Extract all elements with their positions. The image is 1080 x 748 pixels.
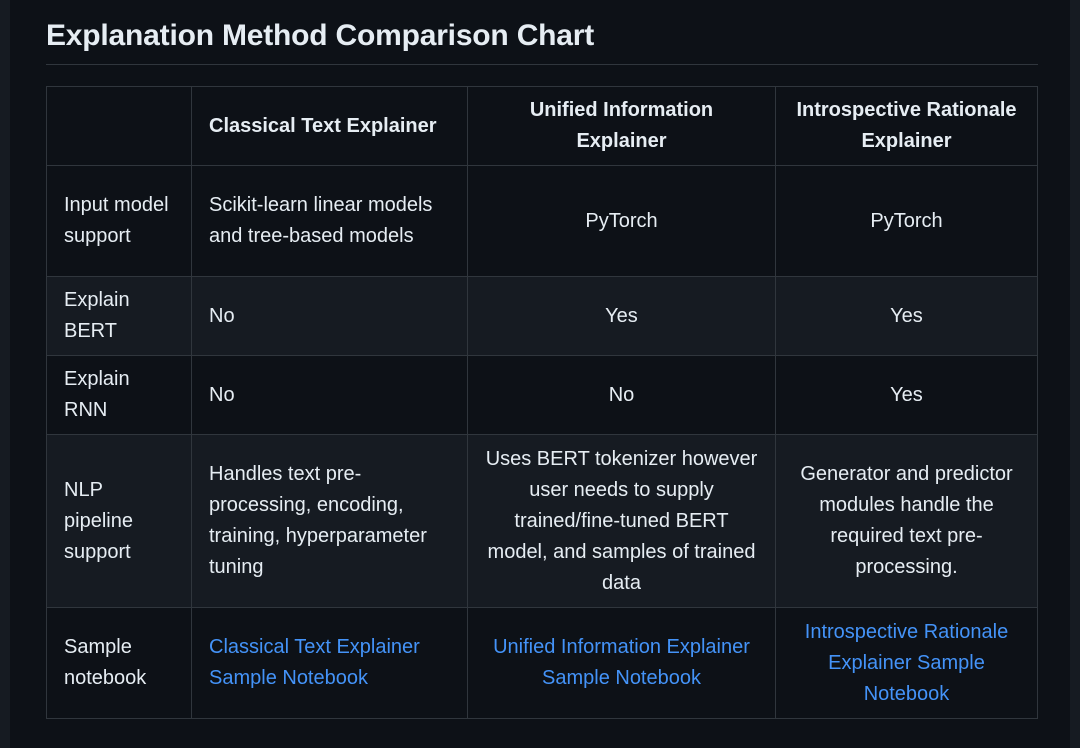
table-row: NLP pipeline support Handles text pre-pr… xyxy=(46,434,1038,608)
window-frame-right xyxy=(1070,0,1080,748)
page-title: Explanation Method Comparison Chart xyxy=(46,19,595,52)
table-cell: PyTorch xyxy=(467,165,776,277)
table-cell: No xyxy=(191,276,468,356)
table-row: Input model support Scikit-learn linear … xyxy=(46,165,1038,277)
title-divider xyxy=(46,64,1038,65)
row-label: NLP pipeline support xyxy=(46,434,192,608)
table-cell: Classical Text Explainer Sample Notebook xyxy=(191,607,468,719)
unified-notebook-link[interactable]: Unified Information Explainer Sample Not… xyxy=(493,636,750,689)
row-label: Explain BERT xyxy=(46,276,192,356)
window-frame-left xyxy=(0,0,10,748)
table-cell: Yes xyxy=(775,276,1038,356)
header-cell-unified: Unified Information Explainer xyxy=(467,86,776,166)
comparison-table: Classical Text Explainer Unified Informa… xyxy=(46,86,1038,719)
header-cell-empty xyxy=(46,86,192,166)
table-cell: Uses BERT tokenizer however user needs t… xyxy=(467,434,776,608)
table-row: Explain BERT No Yes Yes xyxy=(46,276,1038,356)
table-cell: No xyxy=(467,355,776,435)
header-cell-introspective: Introspective Rationale Explainer xyxy=(775,86,1038,166)
table-header-row: Classical Text Explainer Unified Informa… xyxy=(46,86,1038,166)
row-label: Input model support xyxy=(46,165,192,277)
table-cell: PyTorch xyxy=(775,165,1038,277)
table-cell: Handles text pre-processing, encoding, t… xyxy=(191,434,468,608)
classical-notebook-link[interactable]: Classical Text Explainer Sample Notebook xyxy=(209,636,420,689)
table-cell: Yes xyxy=(775,355,1038,435)
row-label: Sample notebook xyxy=(46,607,192,719)
table-cell: No xyxy=(191,355,468,435)
introspective-notebook-link[interactable]: Introspective Rationale Explainer Sample… xyxy=(804,620,1009,705)
table-row: Sample notebook Classical Text Explainer… xyxy=(46,607,1038,719)
table-cell: Introspective Rationale Explainer Sample… xyxy=(775,607,1038,719)
header-cell-classical: Classical Text Explainer xyxy=(191,86,468,166)
table-cell: Unified Information Explainer Sample Not… xyxy=(467,607,776,719)
document-body: Explanation Method Comparison Chart Clas… xyxy=(46,0,1038,719)
table-row: Explain RNN No No Yes xyxy=(46,355,1038,435)
table-cell: Generator and predictor modules handle t… xyxy=(775,434,1038,608)
row-label: Explain RNN xyxy=(46,355,192,435)
table-cell: Scikit-learn linear models and tree-base… xyxy=(191,165,468,277)
table-cell: Yes xyxy=(467,276,776,356)
